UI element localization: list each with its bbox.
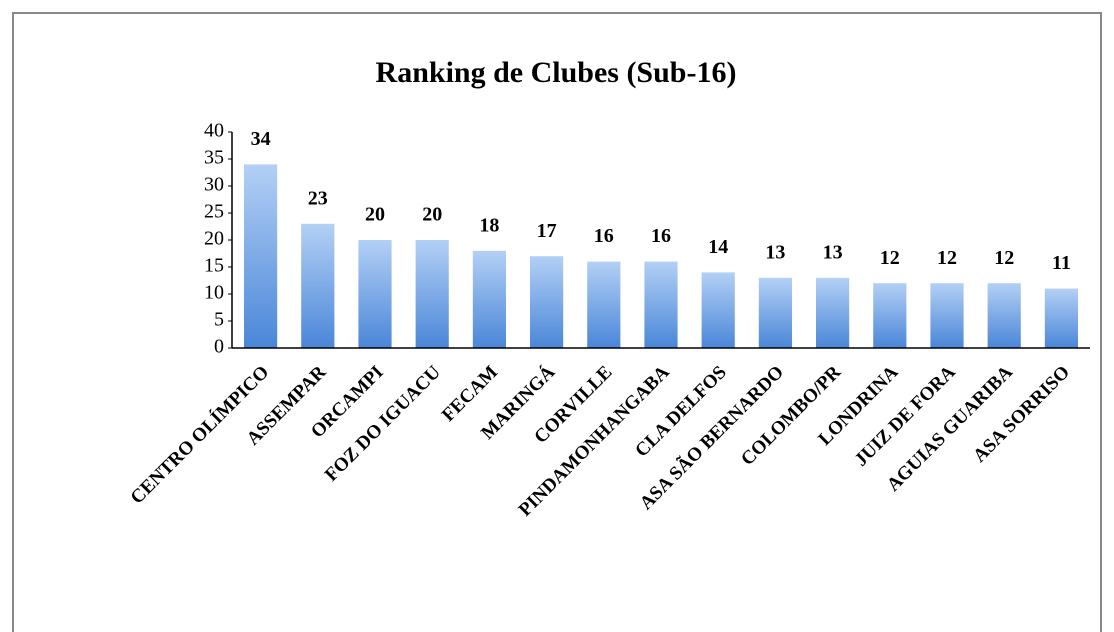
bar xyxy=(758,277,792,348)
bar xyxy=(587,261,621,348)
y-tick-label: 15 xyxy=(204,255,224,277)
data-label: 20 xyxy=(365,204,385,226)
data-label: 17 xyxy=(537,220,557,242)
data-label: 16 xyxy=(594,225,614,247)
y-tick-label: 5 xyxy=(214,309,224,331)
bar xyxy=(644,261,678,348)
y-tick-label: 35 xyxy=(204,147,224,169)
y-tick-label: 20 xyxy=(204,228,224,250)
bar xyxy=(472,250,506,348)
y-tick-label: 30 xyxy=(204,174,224,196)
bar xyxy=(816,277,850,348)
bar xyxy=(1044,288,1078,348)
data-label: 16 xyxy=(651,225,671,247)
bar xyxy=(873,283,907,348)
data-label: 14 xyxy=(708,236,728,258)
data-label: 12 xyxy=(880,247,900,269)
bar xyxy=(930,283,964,348)
bar xyxy=(301,223,335,348)
data-label: 34 xyxy=(251,128,271,150)
chart-title: Ranking de Clubes (Sub-16) xyxy=(376,56,737,89)
data-label: 18 xyxy=(479,214,499,236)
data-label: 13 xyxy=(823,241,843,263)
y-tick-label: 25 xyxy=(204,201,224,223)
bar xyxy=(415,240,449,348)
data-label: 20 xyxy=(422,204,442,226)
bar xyxy=(244,164,278,348)
data-label: 11 xyxy=(1052,252,1071,274)
bar xyxy=(530,256,564,348)
data-label: 23 xyxy=(308,187,328,209)
y-tick-label: 10 xyxy=(204,282,224,304)
data-label: 12 xyxy=(937,247,957,269)
bar xyxy=(987,283,1021,348)
y-tick-label: 40 xyxy=(204,120,224,142)
y-tick-label: 0 xyxy=(214,336,224,358)
data-label: 13 xyxy=(765,241,785,263)
data-label: 12 xyxy=(994,247,1014,269)
bar xyxy=(358,240,392,348)
bar xyxy=(701,272,735,348)
